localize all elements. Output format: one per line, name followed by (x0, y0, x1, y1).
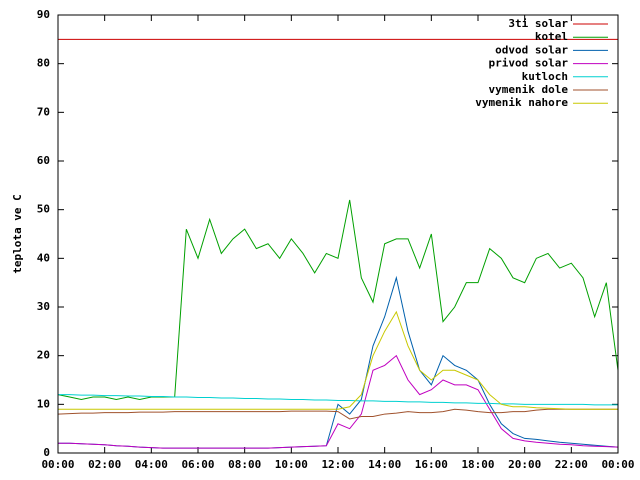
x-tick-label: 12:00 (321, 458, 354, 471)
x-tick-label: 00:00 (41, 458, 74, 471)
legend-label: 3ti solar (508, 17, 568, 30)
legend-label: kutloch (522, 70, 568, 83)
plot-frame (57, 14, 619, 454)
y-tick-label: 80 (37, 57, 50, 70)
x-tick-label: 08:00 (228, 458, 261, 471)
x-tick-label: 14:00 (368, 458, 401, 471)
series-line (57, 199, 619, 400)
x-tick-label: 22:00 (555, 458, 588, 471)
x-tick-label: 00:00 (601, 458, 634, 471)
y-tick-label: 40 (37, 251, 50, 264)
x-tick-label: 02:00 (88, 458, 121, 471)
y-tick-label: 70 (37, 105, 50, 118)
x-tick-label: 18:00 (461, 458, 494, 471)
series-line (58, 310, 618, 410)
y-axis-label: teplota ve C (11, 194, 24, 273)
legend-label: odvod solar (495, 43, 568, 56)
legend-label: privod solar (489, 57, 569, 70)
y-tick-label: 90 (37, 8, 50, 21)
y-tick-label: 30 (37, 300, 50, 313)
y-tick-label: 20 (37, 349, 50, 362)
series-line (58, 275, 619, 449)
y-tick-label: 0 (43, 446, 50, 459)
legend-label: vymenik dole (489, 83, 569, 96)
series-line (58, 354, 619, 449)
x-tick-label: 04:00 (135, 458, 168, 471)
y-tick-label: 60 (37, 154, 50, 167)
series-line (57, 408, 618, 420)
legend-label: vymenik nahore (475, 96, 568, 109)
x-tick-label: 06:00 (181, 458, 214, 471)
y-tick-label: 50 (37, 203, 50, 216)
x-tick-label: 10:00 (275, 458, 308, 471)
x-tick-label: 20:00 (508, 458, 541, 471)
legend-label: kotel (535, 30, 568, 43)
series-line (58, 394, 618, 406)
y-tick-label: 10 (37, 397, 50, 410)
x-tick-label: 16:00 (415, 458, 448, 471)
